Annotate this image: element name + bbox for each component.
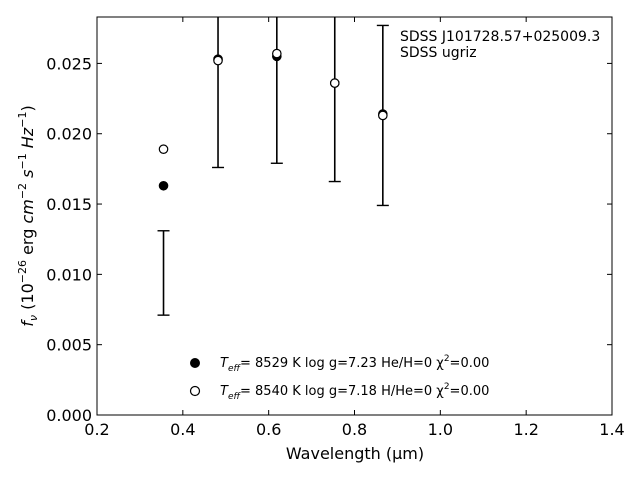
- y-tick-label: 0.015: [46, 195, 92, 214]
- x-tick-label: 0.2: [84, 420, 109, 439]
- x-axis-label: Wavelength (μm): [286, 444, 424, 463]
- model-point-filled: [158, 180, 169, 191]
- x-tick-label: 0.6: [256, 420, 281, 439]
- chart-annotation-line-2: SDSS ugriz: [400, 45, 477, 61]
- chart-annotation-line-1: SDSS J101728.57+025009.3: [400, 29, 600, 45]
- model-point-open: [158, 144, 169, 154]
- model-point-open: [272, 48, 282, 59]
- legend-marker-open: [189, 385, 201, 397]
- y-axis-label: fν (10−26 erg cm−2 s−1 Hz−1): [16, 105, 40, 326]
- x-tick-label: 0.4: [170, 420, 195, 439]
- legend: Teff= 8529 K log g=7.23 He/H=0 χ2=0.00 T…: [189, 354, 489, 402]
- axis-ticks: 0.2 0.4 0.6 0.8 1.0 1.2 1.4 0.000 0.005 0.010 0.01…: [46, 17, 625, 439]
- legend-marker-filled: [190, 358, 200, 368]
- legend-entry-1: Teff= 8529 K log g=7.23 He/H=0 χ2=0.00: [220, 354, 489, 374]
- y-tick-label: 0.020: [46, 125, 92, 144]
- model-point-open: [378, 110, 388, 121]
- model-point-open: [329, 78, 340, 88]
- plot-area: [96, 16, 613, 416]
- y-tick-label: 0.000: [46, 406, 92, 425]
- plot-content: [157, 17, 389, 316]
- legend-entry-2: Teff= 8540 K log g=7.18 H/He=0 χ2=0.00: [220, 382, 489, 402]
- model-point-open: [213, 55, 223, 66]
- y-tick-label: 0.025: [46, 54, 92, 73]
- x-tick-label: 1.0: [428, 420, 453, 439]
- x-tick-label: 1.4: [599, 420, 624, 439]
- y-tick-label: 0.005: [46, 336, 92, 355]
- x-tick-label: 1.2: [513, 420, 538, 439]
- y-tick-label: 0.010: [46, 265, 92, 284]
- svg-text:fν (10−26 erg cm−2 s−1 Hz−1): fν (10−26 erg cm−2 s−1 Hz−1): [16, 105, 40, 326]
- x-tick-label: 0.8: [342, 420, 367, 439]
